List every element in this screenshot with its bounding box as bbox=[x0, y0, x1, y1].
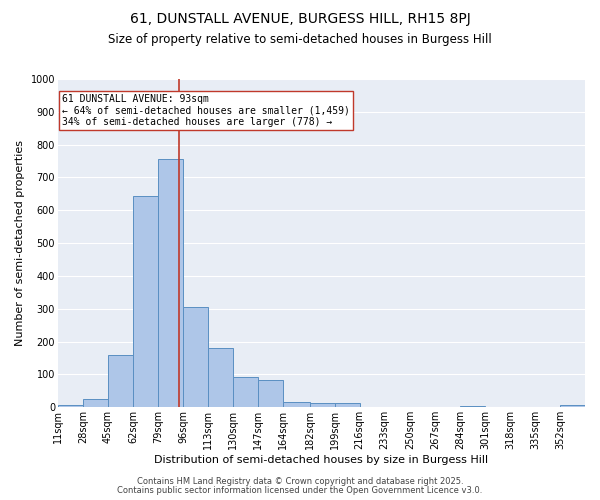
Bar bbox=[183, 307, 208, 408]
Text: Contains HM Land Registry data © Crown copyright and database right 2025.: Contains HM Land Registry data © Crown c… bbox=[137, 477, 463, 486]
Bar bbox=[335, 404, 360, 407]
Bar bbox=[460, 406, 485, 407]
Y-axis label: Number of semi-detached properties: Number of semi-detached properties bbox=[15, 140, 25, 346]
Text: Contains public sector information licensed under the Open Government Licence v3: Contains public sector information licen… bbox=[118, 486, 482, 495]
Bar bbox=[283, 402, 310, 407]
Bar bbox=[83, 399, 108, 407]
Text: 61, DUNSTALL AVENUE, BURGESS HILL, RH15 8PJ: 61, DUNSTALL AVENUE, BURGESS HILL, RH15 … bbox=[130, 12, 470, 26]
Text: 61 DUNSTALL AVENUE: 93sqm
← 64% of semi-detached houses are smaller (1,459)
34% : 61 DUNSTALL AVENUE: 93sqm ← 64% of semi-… bbox=[62, 94, 350, 127]
Text: Size of property relative to semi-detached houses in Burgess Hill: Size of property relative to semi-detach… bbox=[108, 32, 492, 46]
Bar bbox=[133, 196, 158, 408]
Bar bbox=[258, 380, 283, 407]
Bar bbox=[58, 404, 83, 407]
Bar bbox=[208, 348, 233, 408]
Bar bbox=[108, 355, 133, 408]
Bar bbox=[158, 160, 183, 408]
Bar bbox=[560, 405, 585, 407]
Bar bbox=[233, 377, 258, 408]
Bar bbox=[310, 404, 335, 407]
X-axis label: Distribution of semi-detached houses by size in Burgess Hill: Distribution of semi-detached houses by … bbox=[154, 455, 488, 465]
